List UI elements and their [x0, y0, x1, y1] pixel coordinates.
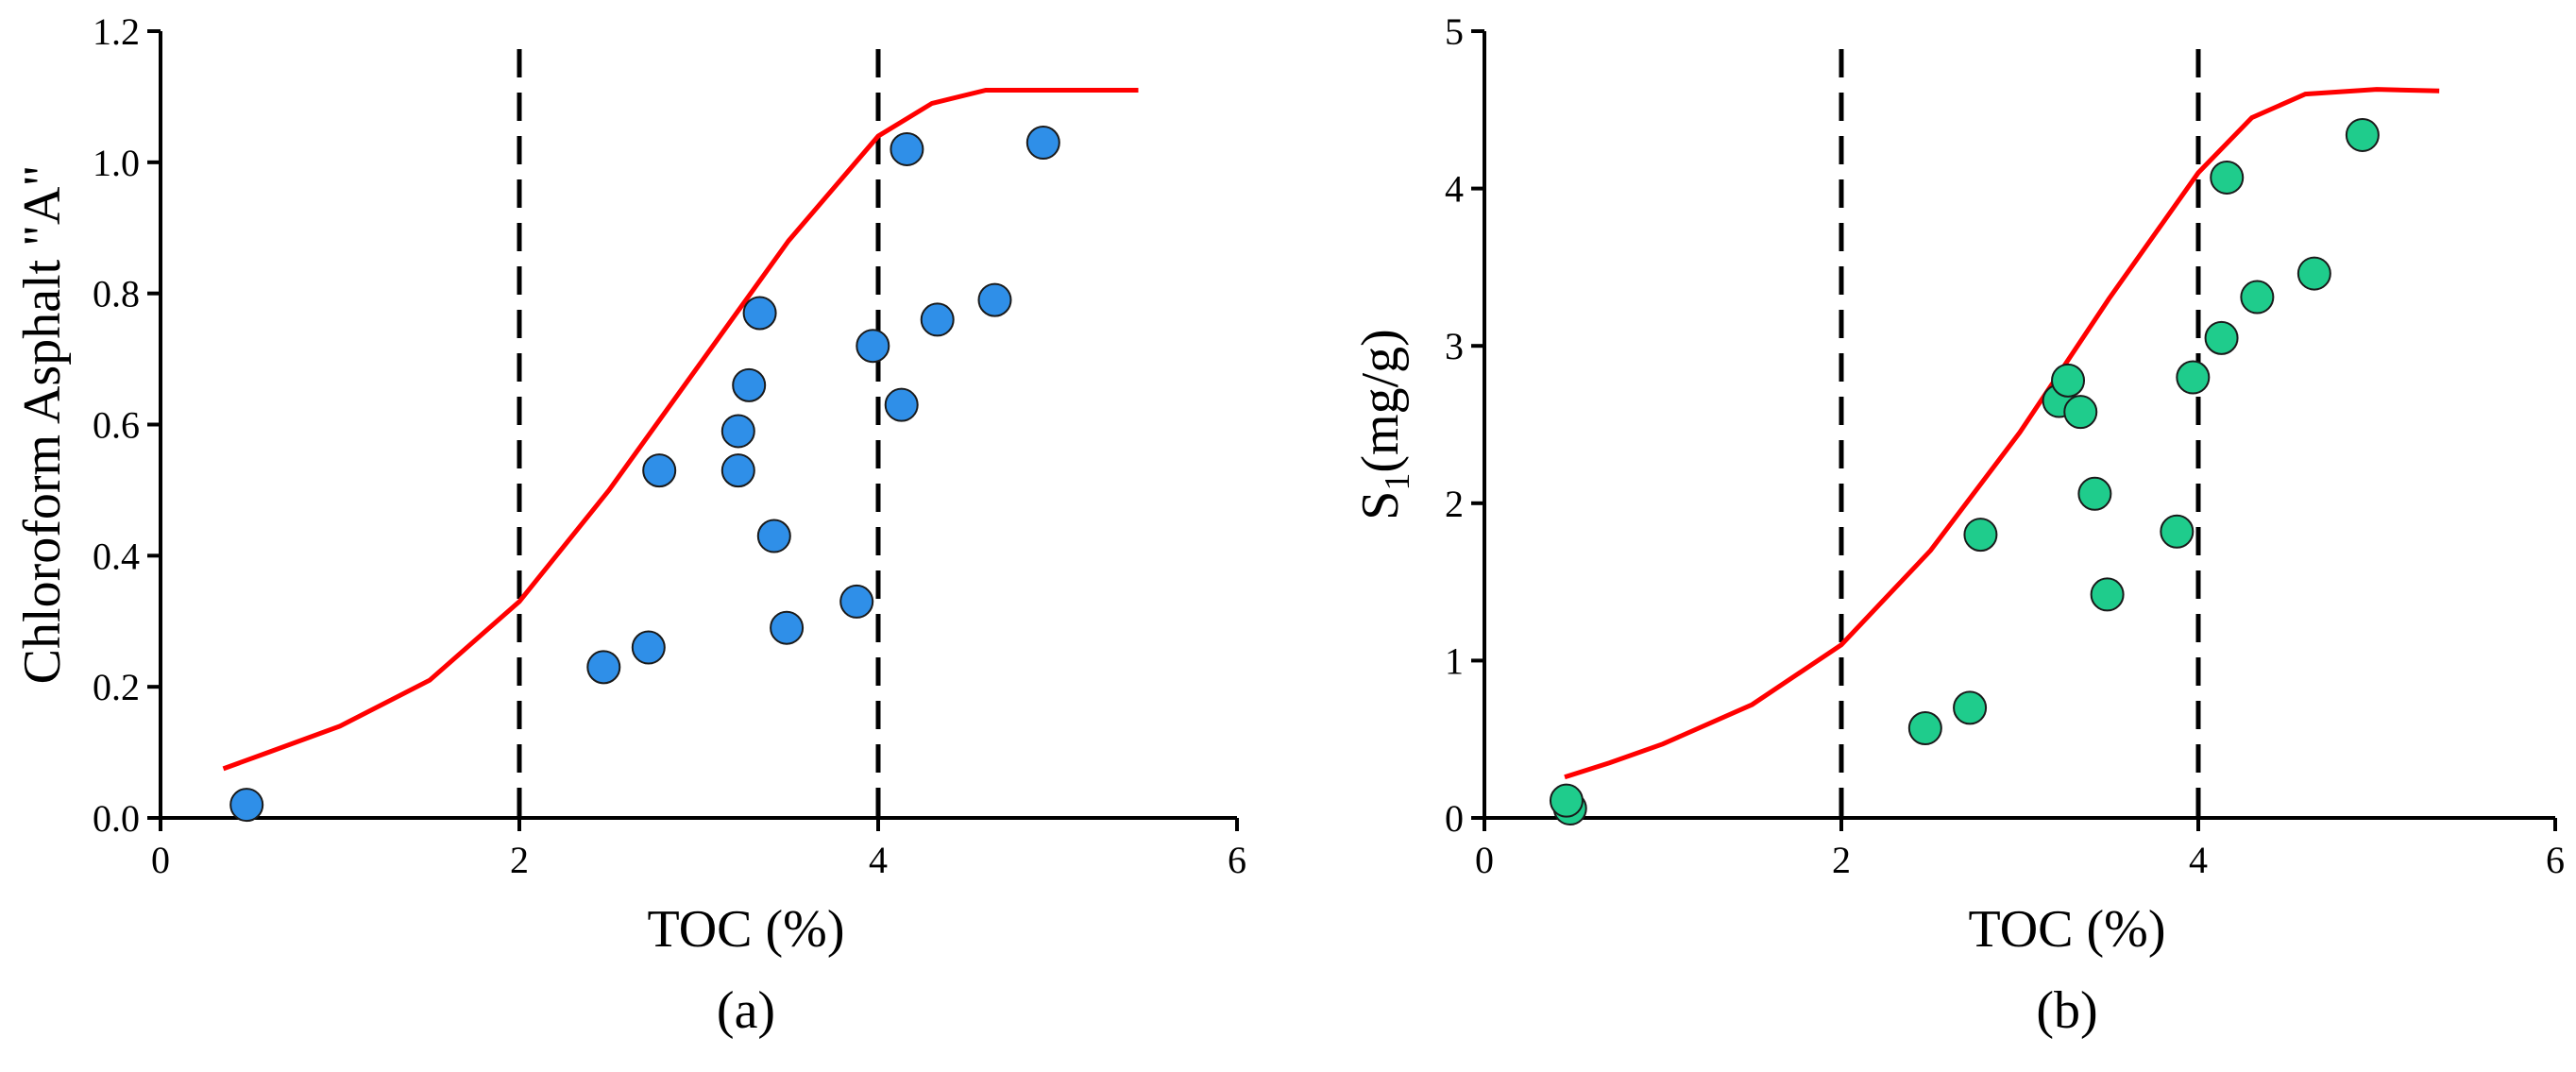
- data-point: [2160, 514, 2195, 549]
- data-point: [884, 387, 919, 422]
- data-point: [756, 519, 791, 553]
- data-point: [2296, 256, 2331, 291]
- data-point: [2345, 117, 2380, 152]
- data-point: [2240, 280, 2275, 315]
- y-tick-label: 1.2: [93, 10, 140, 53]
- y-axis-title-unit: (mg/g): [1351, 329, 1410, 472]
- x-tick-label: 2: [1832, 839, 1851, 881]
- data-point: [2090, 577, 2125, 612]
- data-point: [2077, 476, 2112, 511]
- data-point: [839, 584, 874, 619]
- panel-a: 0 2 4 6 0.0 0.2 0.4 0.6 0.8 1.0 1.2 TOC (%) (a) Chlor…: [13, 10, 1246, 1040]
- data-point: [1963, 518, 1998, 553]
- data-point: [732, 367, 767, 402]
- y-tick-label: 0: [1445, 797, 1464, 840]
- y-axis-title-subscript: 1: [1378, 473, 1417, 491]
- y-axis-title-main: S: [1351, 491, 1410, 520]
- x-tick-label: 4: [2189, 839, 2208, 881]
- data-point: [631, 630, 666, 665]
- y-tick-label: 1: [1445, 639, 1464, 682]
- data-point: [2063, 395, 2098, 430]
- trend-curve: [1564, 87, 2440, 780]
- data-point: [977, 282, 1012, 317]
- data-point: [2051, 363, 2086, 398]
- x-tick-label: 6: [2546, 839, 2565, 881]
- trend-curve: [222, 88, 1139, 772]
- y-tick-label: 5: [1445, 10, 1464, 53]
- data-point: [770, 610, 805, 645]
- data-point: [890, 131, 924, 166]
- x-axis-title: TOC (%): [648, 900, 845, 959]
- x-tick-label: 4: [869, 839, 888, 881]
- x-tick-label: 6: [1228, 839, 1246, 881]
- data-point: [1549, 783, 1584, 818]
- y-tick-label: 1.0: [93, 142, 140, 184]
- data-point: [1025, 126, 1060, 161]
- y-tick-label: 0.2: [93, 666, 140, 708]
- data-point: [229, 788, 264, 823]
- y-tick-label: 0.0: [93, 797, 140, 840]
- panel-label: (a): [717, 981, 775, 1040]
- data-point: [2176, 360, 2211, 395]
- data-point: [2204, 320, 2239, 355]
- y-tick-label: 2: [1445, 483, 1464, 525]
- data-point: [720, 453, 755, 488]
- data-point: [1907, 711, 1942, 746]
- data-point: [920, 302, 955, 337]
- data-point: [2210, 160, 2245, 195]
- y-tick-label: 0.4: [93, 535, 140, 577]
- y-axis-title: S1(mg/g): [1351, 329, 1417, 520]
- y-tick-label: 4: [1445, 168, 1464, 211]
- data-point: [586, 650, 621, 685]
- y-tick-label: 0.8: [93, 273, 140, 315]
- data-point: [642, 453, 677, 488]
- panel-label: (b): [2036, 981, 2097, 1040]
- x-tick-label: 0: [151, 839, 170, 881]
- data-point: [742, 296, 777, 331]
- y-tick-label: 0.6: [93, 404, 140, 447]
- x-tick-label: 0: [1475, 839, 1494, 881]
- data-point: [1953, 690, 1988, 725]
- data-point: [856, 329, 890, 364]
- data-point: [720, 414, 755, 449]
- x-axis-title: TOC (%): [1969, 900, 2166, 959]
- y-axis-title: Chloroform Asphalt "A": [13, 165, 72, 685]
- x-tick-label: 2: [510, 839, 529, 881]
- y-tick-label: 3: [1445, 325, 1464, 367]
